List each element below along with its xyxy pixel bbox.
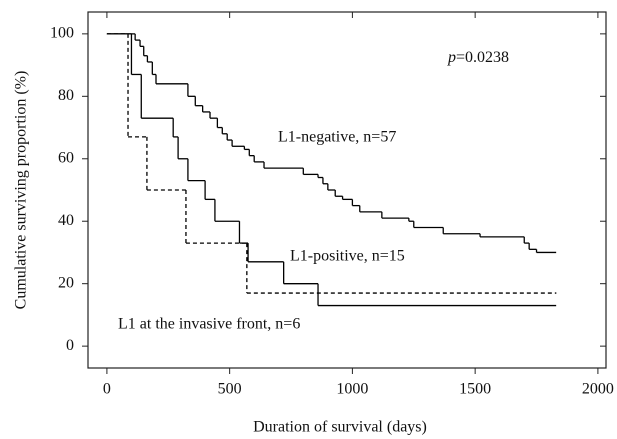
x-tick-label: 1500 xyxy=(459,381,491,398)
series-label: L1-negative, n=57 xyxy=(278,129,396,146)
series-label: L1-positive, n=15 xyxy=(290,248,405,265)
y-axis-title: Cumulative surviving proportion (%) xyxy=(13,71,30,310)
y-tick-label: 40 xyxy=(58,212,74,229)
y-tick-label: 60 xyxy=(58,149,74,166)
plot-frame xyxy=(87,11,607,369)
x-tick-label: 0 xyxy=(103,381,111,398)
p-symbol: p xyxy=(447,49,456,66)
x-axis-title: Duration of survival (days) xyxy=(253,419,427,436)
p-text: =0.0238 xyxy=(456,49,509,66)
x-tick-label: 2000 xyxy=(582,381,614,398)
p-value: p=0.0238 xyxy=(447,49,509,66)
y-tick-label: 0 xyxy=(66,337,74,354)
y-tick-label: 20 xyxy=(58,274,74,291)
y-tick-label: 100 xyxy=(50,25,74,42)
x-tick-label: 1000 xyxy=(336,381,368,398)
x-tick-label: 500 xyxy=(218,381,242,398)
series-label: L1 at the invasive front, n=6 xyxy=(118,316,300,333)
y-tick-label: 80 xyxy=(58,87,74,104)
